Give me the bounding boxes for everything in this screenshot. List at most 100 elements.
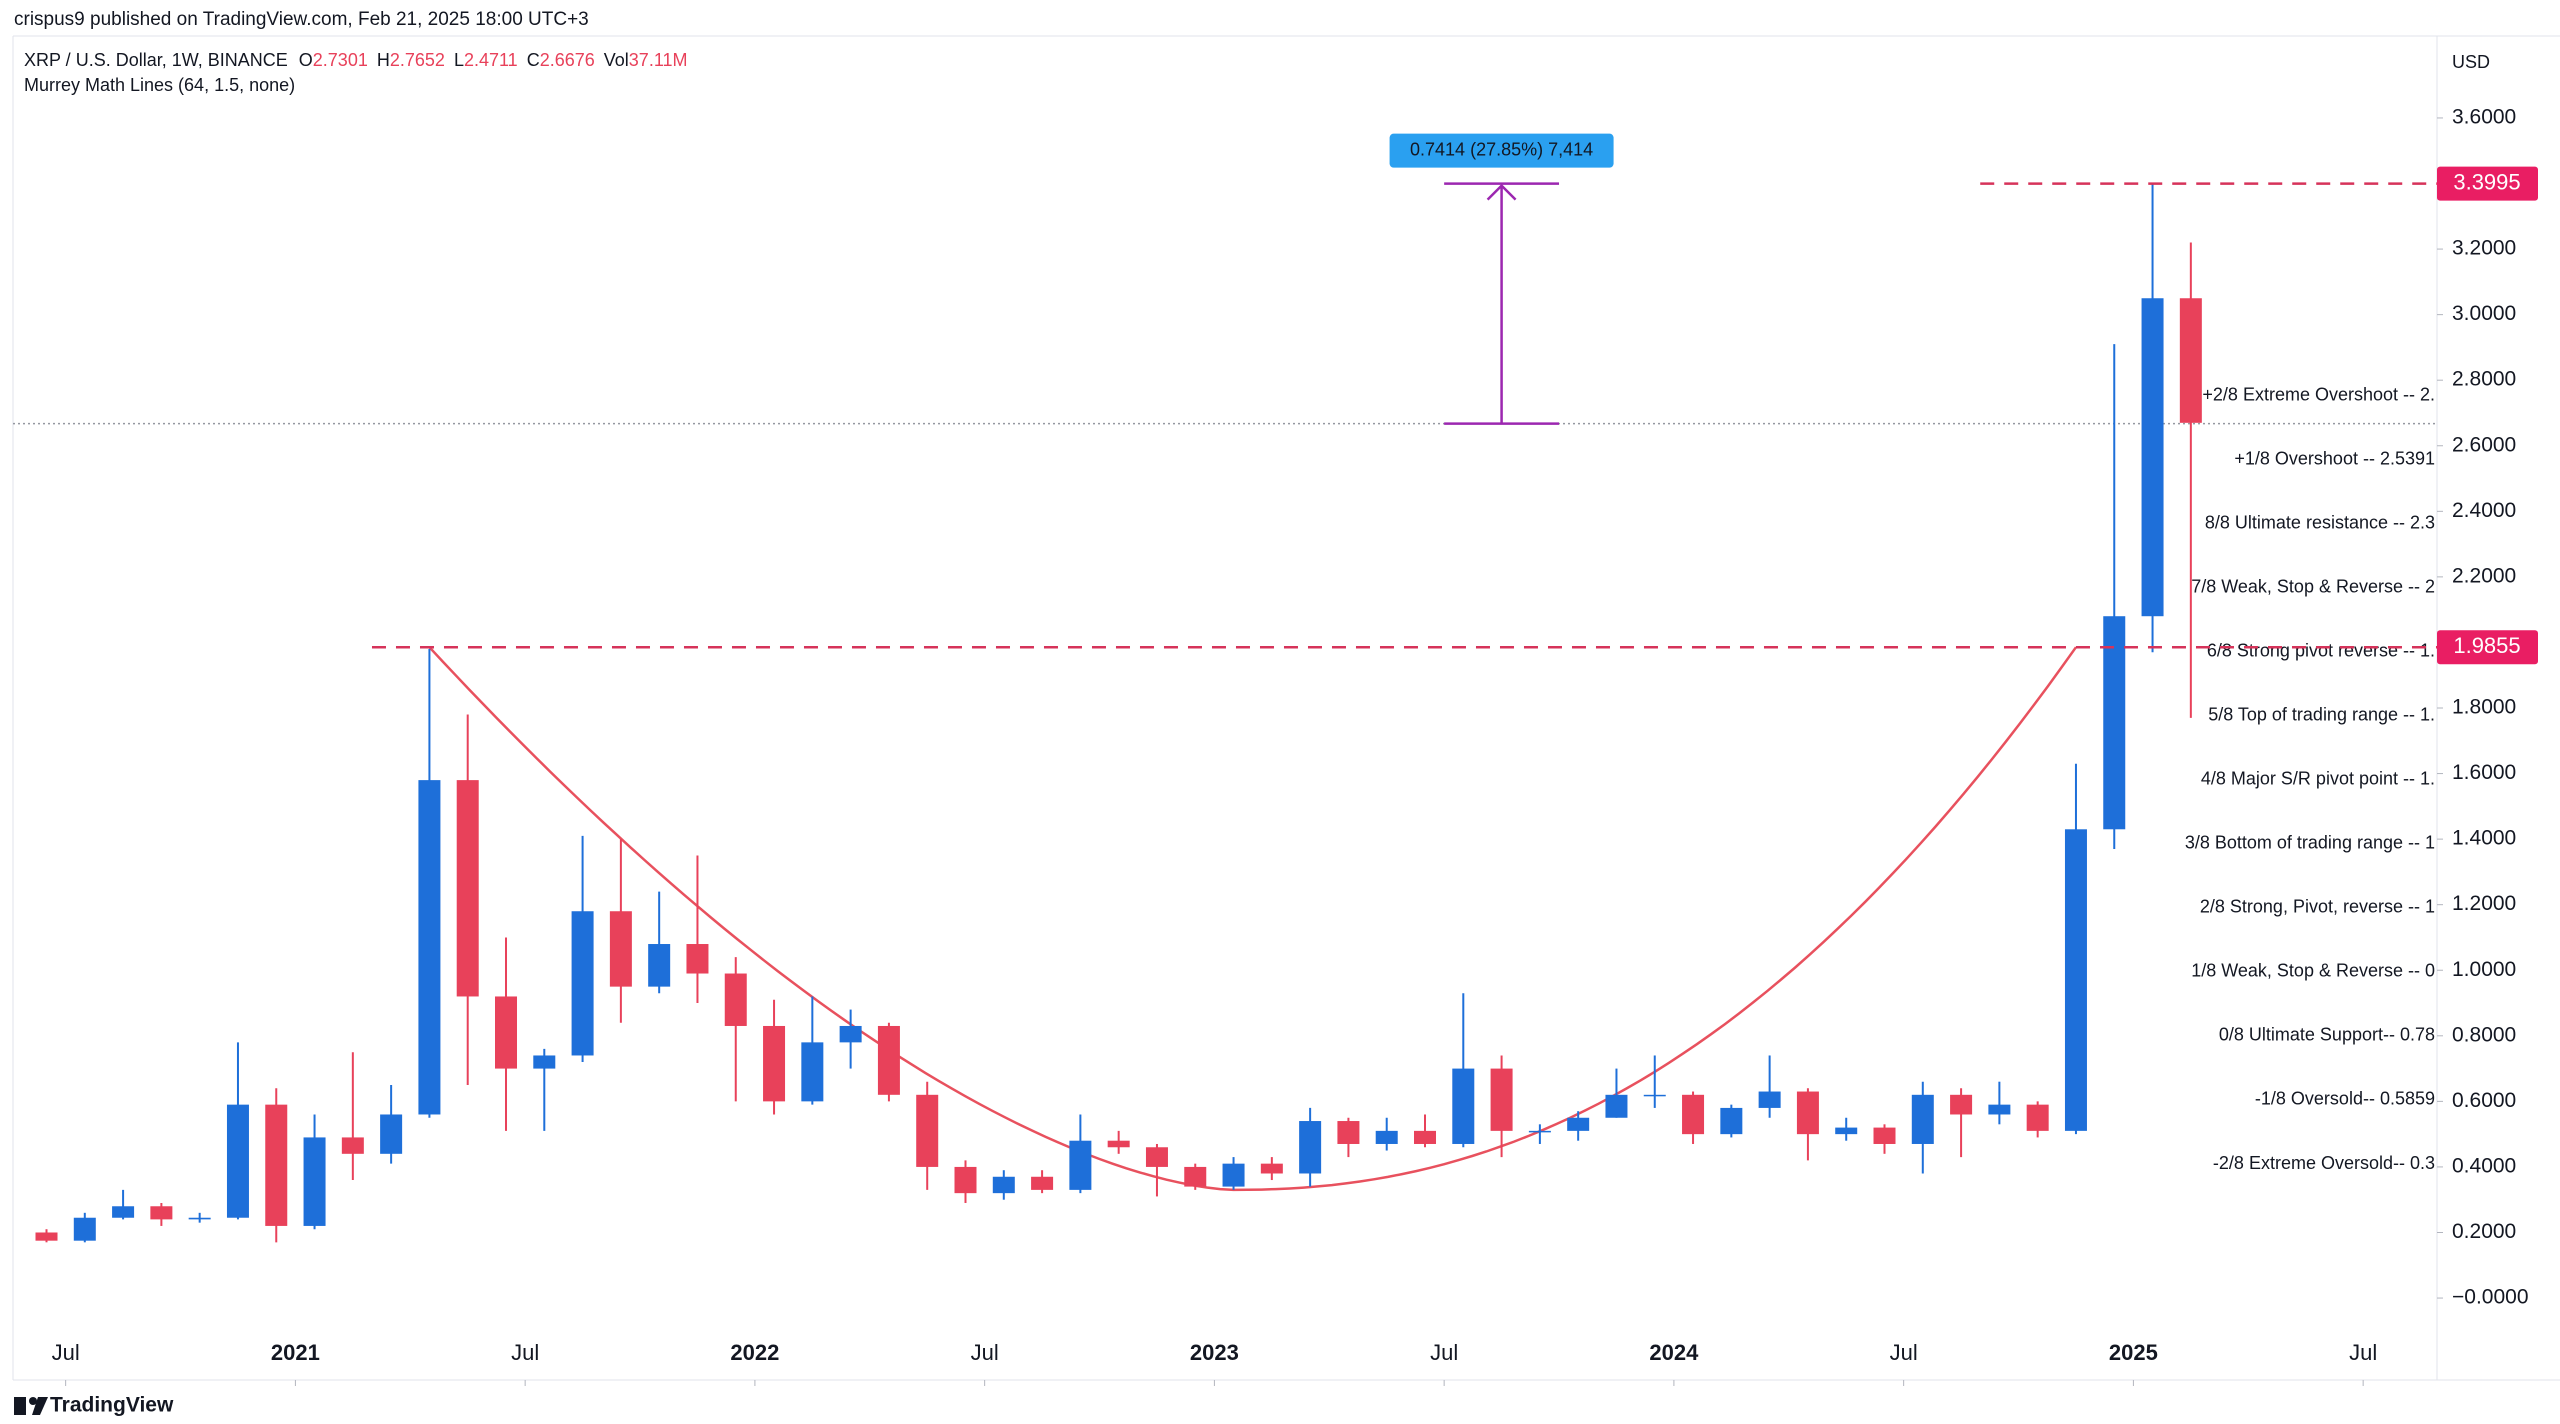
candle-body	[1796, 1091, 1819, 1135]
measure-arrowhead	[1486, 183, 1517, 201]
candle-body	[188, 1217, 211, 1220]
brand: TradingView	[50, 1394, 174, 1417]
x-tick-label: 2025	[2109, 1340, 2158, 1365]
murrey-label: -2/8 Extreme Oversold-- 0.3	[2213, 1153, 2435, 1173]
indicator: Murrey Math Lines (64, 1.5, none)	[24, 75, 295, 95]
candle-body	[571, 911, 594, 1056]
plot-area: +2/8 Extreme Overshoot -- 2. +1/8 Oversho…	[13, 133, 2437, 1243]
candle-body	[2103, 616, 2126, 830]
candle-body	[1682, 1094, 1705, 1135]
x-tick-label: Jul	[971, 1340, 999, 1365]
candle-body	[226, 1104, 249, 1218]
candle-body	[1260, 1163, 1283, 1174]
y-tick-label: 2.6000	[2452, 433, 2516, 456]
murrey-label: 1/8 Weak, Stop & Reverse -- 0	[2191, 961, 2435, 981]
candle-body	[1643, 1094, 1666, 1097]
candle-body	[35, 1232, 58, 1241]
candle-body	[916, 1094, 939, 1167]
murrey-label: +1/8 Overshoot -- 2.5391	[2234, 448, 2435, 468]
murrey-label: 3/8 Bottom of trading range -- 1	[2185, 833, 2435, 853]
x-tick-label: Jul	[1890, 1340, 1918, 1365]
candle-body	[609, 911, 632, 987]
brand-logo	[14, 1397, 48, 1415]
x-tick-label: Jul	[2349, 1340, 2377, 1365]
murrey-label: 7/8 Weak, Stop & Reverse -- 2	[2191, 577, 2435, 597]
candle-body	[2179, 298, 2202, 423]
murrey-label: 4/8 Major S/R pivot point -- 1.	[2201, 769, 2435, 789]
candle-body	[1835, 1127, 1858, 1135]
candle-body	[495, 996, 518, 1069]
candle-body	[1988, 1104, 2011, 1115]
logo-part	[32, 1397, 48, 1415]
logo-part	[14, 1397, 26, 1415]
volume-value: 37.11M	[629, 50, 688, 70]
candle-body	[1720, 1107, 1743, 1135]
candle-body	[112, 1206, 135, 1218]
measure-box	[1389, 133, 1614, 168]
price-box	[2437, 166, 2538, 201]
candle-body	[992, 1176, 1015, 1194]
candle-body	[648, 944, 671, 987]
y-tick-label: 3.0000	[2452, 302, 2516, 325]
candle-body	[1069, 1140, 1092, 1190]
y-tick-label: 1.2000	[2452, 892, 2516, 915]
y-tick-label: 1.8000	[2452, 696, 2516, 719]
x-tick-label: Jul	[511, 1340, 539, 1365]
price-box-label: 3.3995	[2453, 169, 2520, 194]
candle-body	[1375, 1130, 1398, 1144]
ohlc-value: 2.7652	[390, 50, 445, 70]
murrey-label: -1/8 Oversold-- 0.5859	[2255, 1089, 2435, 1109]
candle-body	[418, 780, 441, 1115]
candle-body	[1031, 1176, 1054, 1190]
candle-body	[1528, 1130, 1551, 1133]
candle-body	[73, 1217, 96, 1241]
candle-body	[1145, 1147, 1168, 1167]
murrey-label: +2/8 Extreme Overshoot -- 2.	[2202, 384, 2435, 404]
header: XRP / U.S. Dollar, 1W, BINANCE O2.7301 H…	[24, 50, 688, 70]
y-tick-label: 0.2000	[2452, 1220, 2516, 1243]
ohlc-label: L	[454, 50, 464, 70]
candle-body	[1758, 1091, 1781, 1108]
y-tick-label: 2.4000	[2452, 499, 2516, 522]
candle-body	[1567, 1117, 1590, 1131]
y-tick-label: 3.6000	[2452, 105, 2516, 128]
murrey-label: 2/8 Strong, Pivot, reverse -- 1	[2200, 897, 2435, 917]
candle-body	[2141, 298, 2164, 617]
candle-body	[1950, 1094, 1973, 1115]
murrey-label: 5/8 Top of trading range -- 1.	[2208, 705, 2435, 725]
y-tick-label: 0.8000	[2452, 1023, 2516, 1046]
candle-body	[1873, 1127, 1896, 1144]
candle-body	[1337, 1121, 1360, 1144]
symbol: XRP / U.S. Dollar, 1W, BINANCE	[24, 50, 288, 70]
x-tick-label: 2024	[1649, 1340, 1699, 1365]
y-tick-label: 3.2000	[2452, 237, 2516, 260]
candle-body	[1414, 1130, 1437, 1144]
y-tick-label: 1.6000	[2452, 761, 2516, 784]
published: crispus9 published on TradingView.com, F…	[14, 9, 589, 30]
candle-body	[1184, 1166, 1207, 1187]
candle-body	[533, 1055, 556, 1069]
ohlc-label: C	[527, 50, 540, 70]
candle-body	[2026, 1104, 2049, 1131]
candle-body	[456, 780, 479, 997]
y-tick-label: 1.0000	[2452, 958, 2516, 981]
ohlc-value: 2.4711	[464, 50, 518, 70]
candle-body	[686, 944, 709, 974]
ohlc-value: 2.7301	[313, 50, 368, 70]
y-tick-label: −0.0000	[2452, 1286, 2529, 1309]
candle-body	[303, 1137, 326, 1226]
ohlc-label: O	[299, 50, 313, 70]
y-tick-label: 2.2000	[2452, 564, 2516, 587]
murrey-label: 8/8 Ultimate resistance -- 2.3	[2205, 512, 2435, 532]
ohlc-value: 2.6676	[540, 50, 595, 70]
candle-body	[1222, 1163, 1245, 1187]
candle-body	[954, 1166, 977, 1194]
x-tick-label: Jul	[1430, 1340, 1458, 1365]
candle-body	[801, 1042, 824, 1102]
candle-body	[763, 1025, 786, 1102]
y-tick-label: 0.6000	[2452, 1089, 2516, 1112]
candle-body	[1605, 1094, 1628, 1118]
murrey-label: 6/8 Strong pivot reverse -- 1.	[2207, 641, 2435, 661]
candle-body	[2064, 829, 2087, 1131]
